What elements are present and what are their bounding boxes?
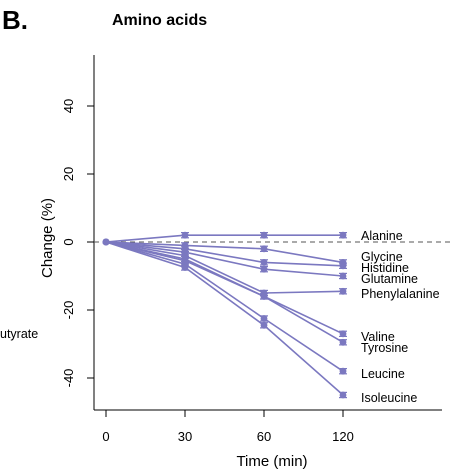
series-label: Phenylalanine bbox=[361, 287, 440, 301]
series-line bbox=[105, 241, 344, 343]
data-point bbox=[260, 245, 268, 253]
x-tick-label: 30 bbox=[178, 429, 192, 444]
series-line bbox=[105, 241, 344, 396]
data-point bbox=[339, 272, 347, 280]
series-line bbox=[105, 234, 343, 243]
y-tick-label: 0 bbox=[61, 238, 76, 245]
data-point bbox=[260, 259, 268, 266]
y-ticks: 40 20 0 -20 -40 bbox=[61, 99, 94, 388]
y-tick-label: -40 bbox=[61, 369, 76, 388]
data-point bbox=[339, 262, 347, 270]
series-layer: Alanine GlycineHistidineGlutaminePhenylal… bbox=[102, 229, 440, 405]
x-ticks: 0 30 60 120 bbox=[102, 410, 354, 444]
series-label: Tyrosine bbox=[361, 341, 408, 355]
panel-letter: B. bbox=[2, 5, 28, 35]
y-tick-label: 20 bbox=[61, 167, 76, 181]
series-tyrosine: Tyrosine bbox=[102, 238, 408, 355]
data-point bbox=[260, 231, 268, 239]
y-tick-label: -20 bbox=[61, 301, 76, 320]
series-isoleucine: Isoleucine bbox=[102, 238, 417, 405]
series-line bbox=[105, 241, 344, 267]
data-point bbox=[339, 367, 347, 375]
data-point bbox=[181, 231, 189, 239]
data-point bbox=[181, 264, 189, 271]
series-label: Glutamine bbox=[361, 272, 418, 286]
data-point bbox=[339, 330, 347, 338]
data-point bbox=[260, 315, 268, 322]
data-point bbox=[260, 293, 268, 300]
x-tick-label: 60 bbox=[257, 429, 271, 444]
series-line bbox=[105, 241, 344, 277]
chart-title: Amino acids bbox=[112, 12, 207, 29]
data-point bbox=[339, 391, 347, 399]
series-alanine: Alanine bbox=[102, 229, 403, 246]
series-label: Isoleucine bbox=[361, 391, 417, 405]
y-tick-label: 40 bbox=[61, 99, 76, 113]
series-leucine: Leucine bbox=[102, 238, 405, 381]
series-line bbox=[105, 241, 344, 264]
data-point bbox=[260, 321, 268, 329]
series-label: Alanine bbox=[361, 229, 403, 243]
data-point bbox=[102, 238, 110, 246]
data-point bbox=[339, 231, 347, 239]
x-tick-label: 120 bbox=[332, 429, 354, 444]
data-point bbox=[339, 338, 347, 346]
series-label: Leucine bbox=[361, 367, 405, 381]
cut-off-label: utyrate bbox=[0, 327, 38, 341]
series-label: Valine bbox=[361, 330, 395, 344]
series-line bbox=[105, 241, 344, 294]
axes bbox=[93, 55, 442, 411]
series-label: Histidine bbox=[361, 261, 409, 275]
y-axis-label: Change (%) bbox=[39, 198, 56, 278]
data-point bbox=[339, 287, 347, 295]
series-label: Glycine bbox=[361, 250, 403, 264]
data-point bbox=[260, 265, 268, 273]
x-tick-label: 0 bbox=[102, 429, 109, 444]
x-axis-label: Time (min) bbox=[236, 453, 307, 470]
series-line bbox=[105, 241, 344, 372]
